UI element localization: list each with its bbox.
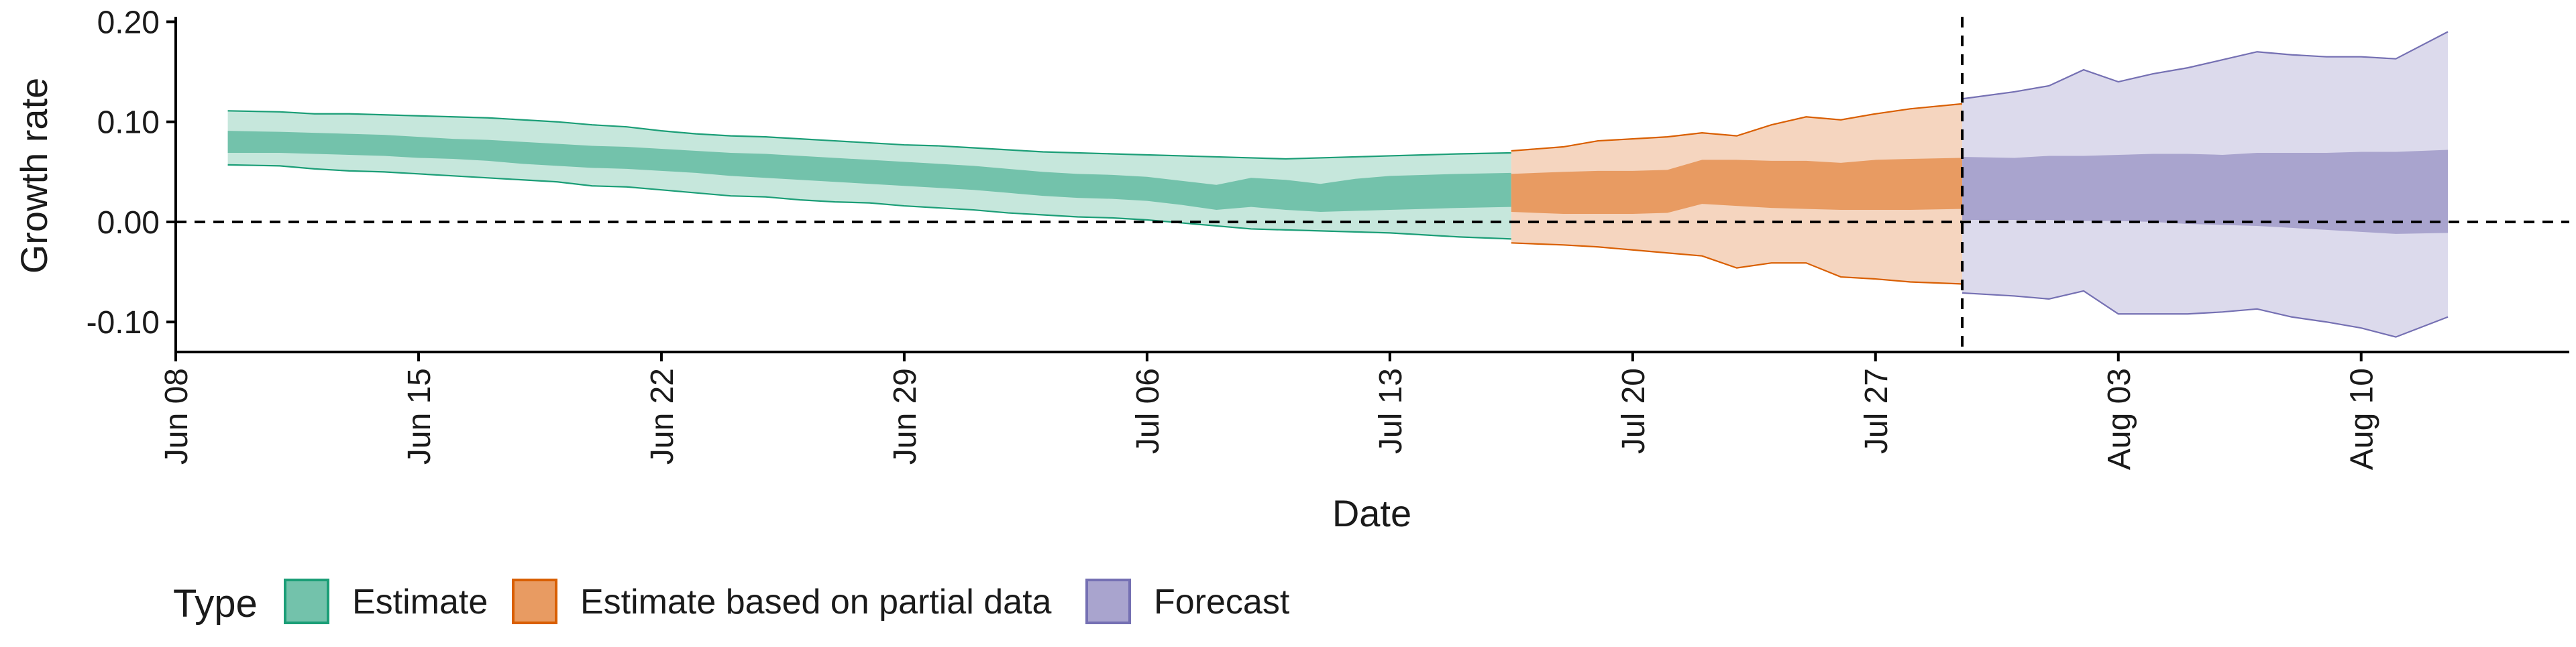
axes-layer: -0.10 0.00 0.10 0.20 Jun 08 Jun 15 Jun 22 Jun 2…: [87, 5, 2569, 470]
band-lower-edge-series-2: [1962, 290, 2449, 338]
legend-label-1: Estimate based on partial data: [580, 583, 1052, 622]
x-axis-label: Date: [1332, 492, 1411, 534]
bands-layer: [227, 31, 2449, 338]
band-50-series-1: [1511, 158, 1963, 215]
x-tick-label: Jun 29: [888, 368, 923, 465]
y-tick-label: 0.20: [97, 5, 160, 40]
y-tick-label: 0.00: [97, 205, 160, 241]
legend-swatch-2: [1085, 579, 1131, 624]
x-tick-label: Jun 08: [159, 368, 195, 465]
y-axis-label: Growth rate: [13, 78, 55, 274]
legend-label-2: Forecast: [1154, 583, 1290, 622]
band-lower-edge-series-0: [227, 164, 1511, 240]
x-tick-label: Jun 15: [402, 368, 437, 465]
x-tick-label: Jul 27: [1859, 368, 1894, 454]
legend-label-0: Estimate: [352, 583, 488, 622]
reference-lines: [176, 17, 2569, 352]
y-tick-label: -0.10: [87, 305, 160, 341]
x-tick-label: Jun 22: [645, 368, 680, 465]
x-tick-label: Aug 03: [2102, 368, 2137, 470]
y-tick-label: 0.10: [97, 105, 160, 141]
band-upper-edge-series-0: [227, 110, 1511, 160]
x-tick-label: Jul 20: [1616, 368, 1652, 454]
x-tick-label: Aug 10: [2345, 368, 2380, 470]
x-tick-label: Jul 13: [1373, 368, 1409, 454]
legend-swatch-1: [512, 579, 557, 624]
band-upper-edge-series-1: [1511, 103, 1963, 152]
band-lower-edge-series-1: [1511, 242, 1963, 285]
band-50-series-0: [227, 131, 1511, 213]
band-50-series-2: [1962, 150, 2449, 234]
legend-swatch-0: [284, 579, 329, 624]
x-tick-label: Jul 06: [1130, 368, 1166, 454]
legend: Type Estimate Estimate based on partial d…: [173, 579, 1290, 626]
legend-title: Type: [173, 582, 258, 626]
band-upper-edge-series-2: [1962, 31, 2449, 100]
